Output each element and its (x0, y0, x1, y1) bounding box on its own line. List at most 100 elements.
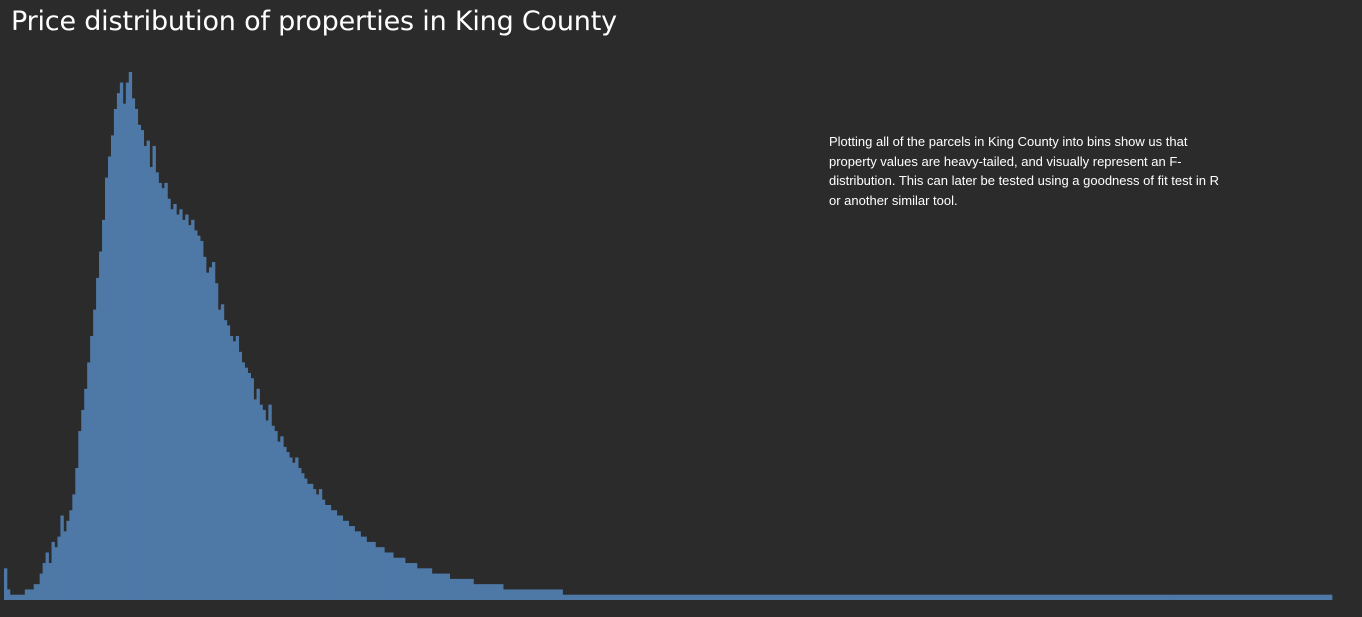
histogram-bar (1138, 594, 1143, 600)
histogram-bar (942, 594, 947, 600)
histogram-bar (740, 594, 745, 600)
histogram-bar (559, 589, 563, 600)
histogram-bar (63, 531, 67, 600)
histogram-bar (446, 573, 450, 600)
histogram-bar (116, 93, 121, 601)
histogram-bar (1076, 594, 1080, 600)
histogram-bar (256, 388, 260, 600)
histogram-bar (651, 594, 655, 600)
histogram-bar (217, 309, 222, 600)
histogram-bar (1299, 594, 1303, 600)
histogram-bar (1180, 594, 1184, 600)
histogram-bar (1132, 594, 1137, 600)
histogram-bar (1263, 594, 1267, 600)
histogram-bar (645, 594, 650, 600)
histogram-bar (1005, 594, 1009, 600)
histogram-bar (369, 541, 373, 600)
histogram-bar (241, 362, 245, 600)
histogram-bar (1248, 594, 1253, 600)
histogram-bar (1031, 594, 1036, 600)
histogram-bar (752, 594, 756, 600)
histogram-bar (660, 594, 664, 600)
histogram-bar (96, 277, 100, 600)
histogram-bar (574, 594, 578, 600)
histogram-bar (176, 214, 180, 600)
histogram-bar (809, 594, 813, 600)
histogram-bar (69, 510, 73, 600)
histogram-bar (283, 446, 287, 600)
histogram-bar (419, 568, 424, 600)
histogram-bar (963, 594, 967, 600)
histogram-bar (375, 547, 379, 600)
histogram-bar (883, 594, 887, 600)
histogram-bar (1135, 594, 1140, 600)
histogram-bar (1103, 594, 1107, 600)
histogram-bar (497, 584, 501, 600)
histogram-bar (188, 225, 192, 600)
histogram-bar (1201, 594, 1205, 600)
histogram-bar (301, 473, 305, 600)
histogram-bar (277, 441, 281, 600)
histogram-bar (1034, 594, 1039, 600)
histogram-bar (1129, 594, 1134, 600)
histogram-bar (167, 198, 171, 600)
histogram-bar (910, 594, 914, 600)
histogram-bar (1192, 594, 1196, 600)
histogram-bar (381, 547, 385, 600)
histogram-bar (996, 594, 1000, 600)
histogram-bar (223, 320, 228, 600)
histogram-bar (990, 594, 994, 600)
histogram-bar (1023, 594, 1027, 600)
histogram-bar (1100, 594, 1104, 600)
histogram-bar (1150, 594, 1155, 600)
histogram-bar (315, 494, 320, 600)
histogram-bar (235, 336, 240, 600)
histogram-bar (1284, 594, 1288, 600)
histogram-bar (393, 557, 397, 600)
histogram-bar (633, 594, 638, 600)
histogram-bar (105, 177, 109, 600)
histogram-bar (639, 594, 644, 600)
histogram-bar (437, 573, 442, 600)
histogram-bar (1272, 594, 1276, 600)
histogram-bar (984, 594, 988, 600)
histogram-bar (705, 594, 709, 600)
histogram-bar (107, 156, 112, 601)
histogram-bar (517, 589, 522, 600)
histogram-bar (48, 563, 52, 600)
histogram-bar (485, 584, 489, 600)
histogram-bar (657, 594, 661, 600)
histogram-bar (589, 594, 593, 600)
histogram-bar (725, 594, 730, 600)
histogram-bar (871, 594, 875, 600)
histogram-bar (292, 462, 296, 600)
histogram-bar (933, 594, 938, 600)
histogram-bar (788, 594, 792, 600)
histogram-bar (529, 589, 534, 600)
histogram-bar (336, 515, 341, 600)
histogram-bar (541, 589, 546, 600)
histogram-bar (152, 145, 156, 601)
histogram-bar (1210, 594, 1214, 600)
histogram-bar (717, 594, 721, 600)
histogram-bar (1040, 594, 1045, 600)
histogram-bar (1043, 594, 1048, 600)
histogram-bar (761, 594, 765, 600)
histogram-bar (1308, 594, 1312, 600)
histogram-bar (372, 541, 376, 600)
histogram-bar (919, 594, 923, 600)
histogram-bar (408, 563, 412, 600)
histogram-bar (565, 594, 569, 600)
histogram-bar (1061, 594, 1065, 600)
histogram-bar (1269, 594, 1273, 600)
histogram-bar (259, 404, 263, 600)
histogram-bar (310, 483, 314, 600)
histogram-bar (624, 594, 629, 600)
histogram-bar (987, 594, 991, 600)
histogram-bar (1302, 594, 1306, 600)
histogram-bar (1228, 594, 1232, 600)
histogram-bar (149, 167, 153, 601)
histogram-bar (797, 594, 801, 600)
histogram-bar (767, 594, 771, 600)
histogram-bar (613, 594, 617, 600)
